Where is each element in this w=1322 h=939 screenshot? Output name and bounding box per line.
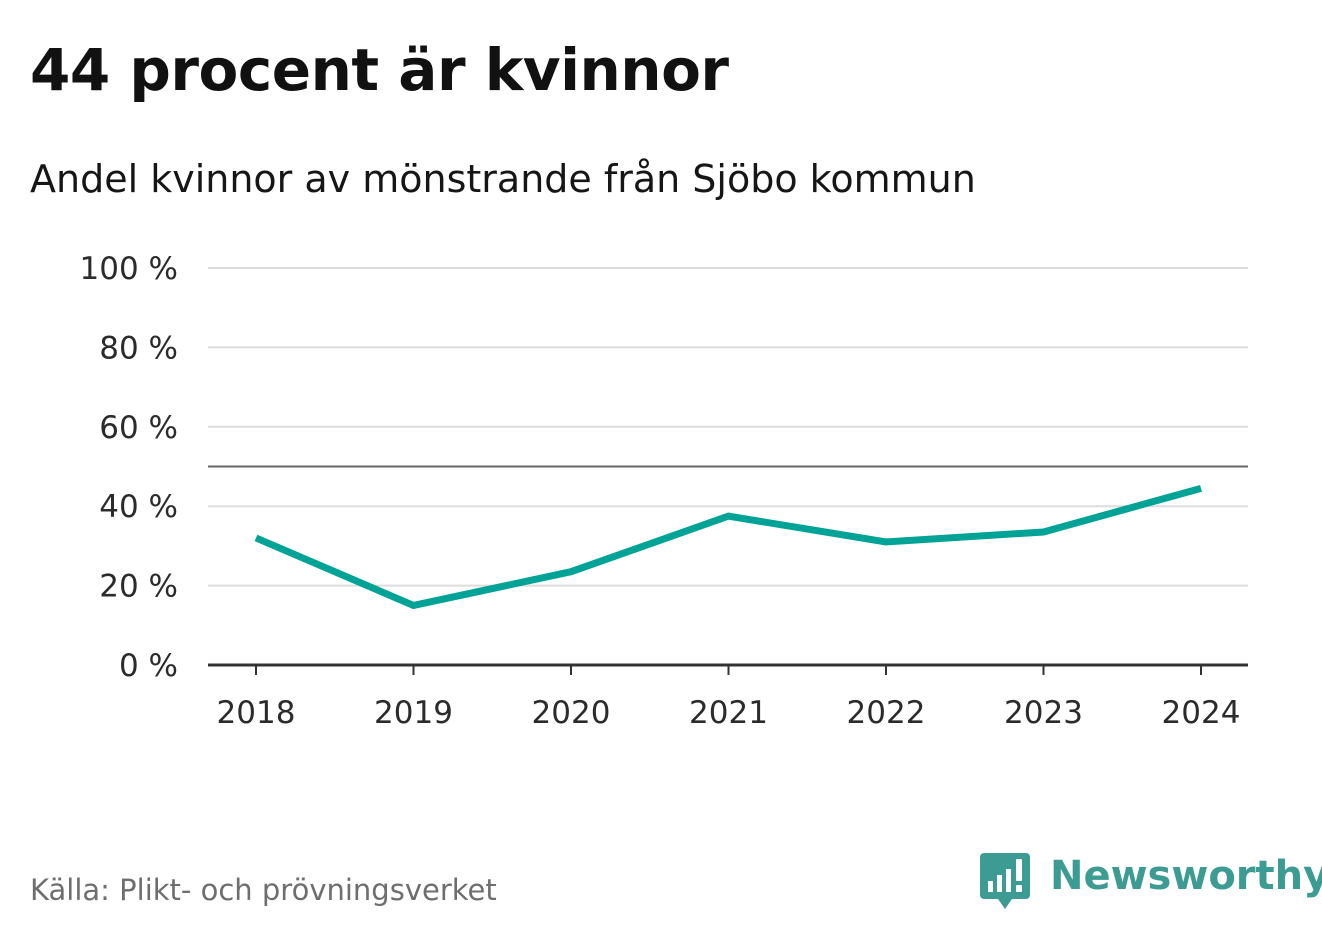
x-tick-label: 2021 [689,695,768,731]
brand-name: Newsworthy [1050,853,1322,899]
series-line [254,484,1202,610]
grid-lines [208,267,1248,587]
y-tick-label: 40 % [99,489,178,525]
y-tick-label: 60 % [99,410,178,446]
newsworthy-logo: Newsworthy [980,849,1322,911]
x-tick-label: 2024 [1162,695,1241,731]
line-chart: 0 % 20 % 40 % 60 % 80 % 100 % 2018 2019 2020 202… [80,251,1248,731]
x-tick-label: 2020 [532,695,611,731]
series-group [254,484,1202,610]
x-tick-label: 2019 [374,695,453,731]
y-tick-label: 80 % [99,330,178,366]
chart-subtitle: Andel kvinnor av mönstrande från Sjöbo k… [30,157,976,201]
bar-chart-speech-bubble-icon [980,853,1030,909]
y-axis-tick-labels: 0 % 20 % 40 % 60 % 80 % 100 % [80,251,178,684]
x-tick-label: 2018 [217,695,296,731]
x-axis-tick-labels: 2018 2019 2020 2021 2022 2023 2024 [217,695,1241,731]
y-tick-label: 0 % [119,648,178,684]
y-tick-label: 100 % [80,251,178,287]
source-note: Källa: Plikt- och prövningsverket [30,873,497,907]
chart-title: 44 procent är kvinnor [30,36,729,104]
x-axis [208,663,1248,675]
x-tick-label: 2023 [1004,695,1083,731]
y-tick-label: 20 % [99,569,178,605]
x-tick-label: 2022 [847,695,926,731]
